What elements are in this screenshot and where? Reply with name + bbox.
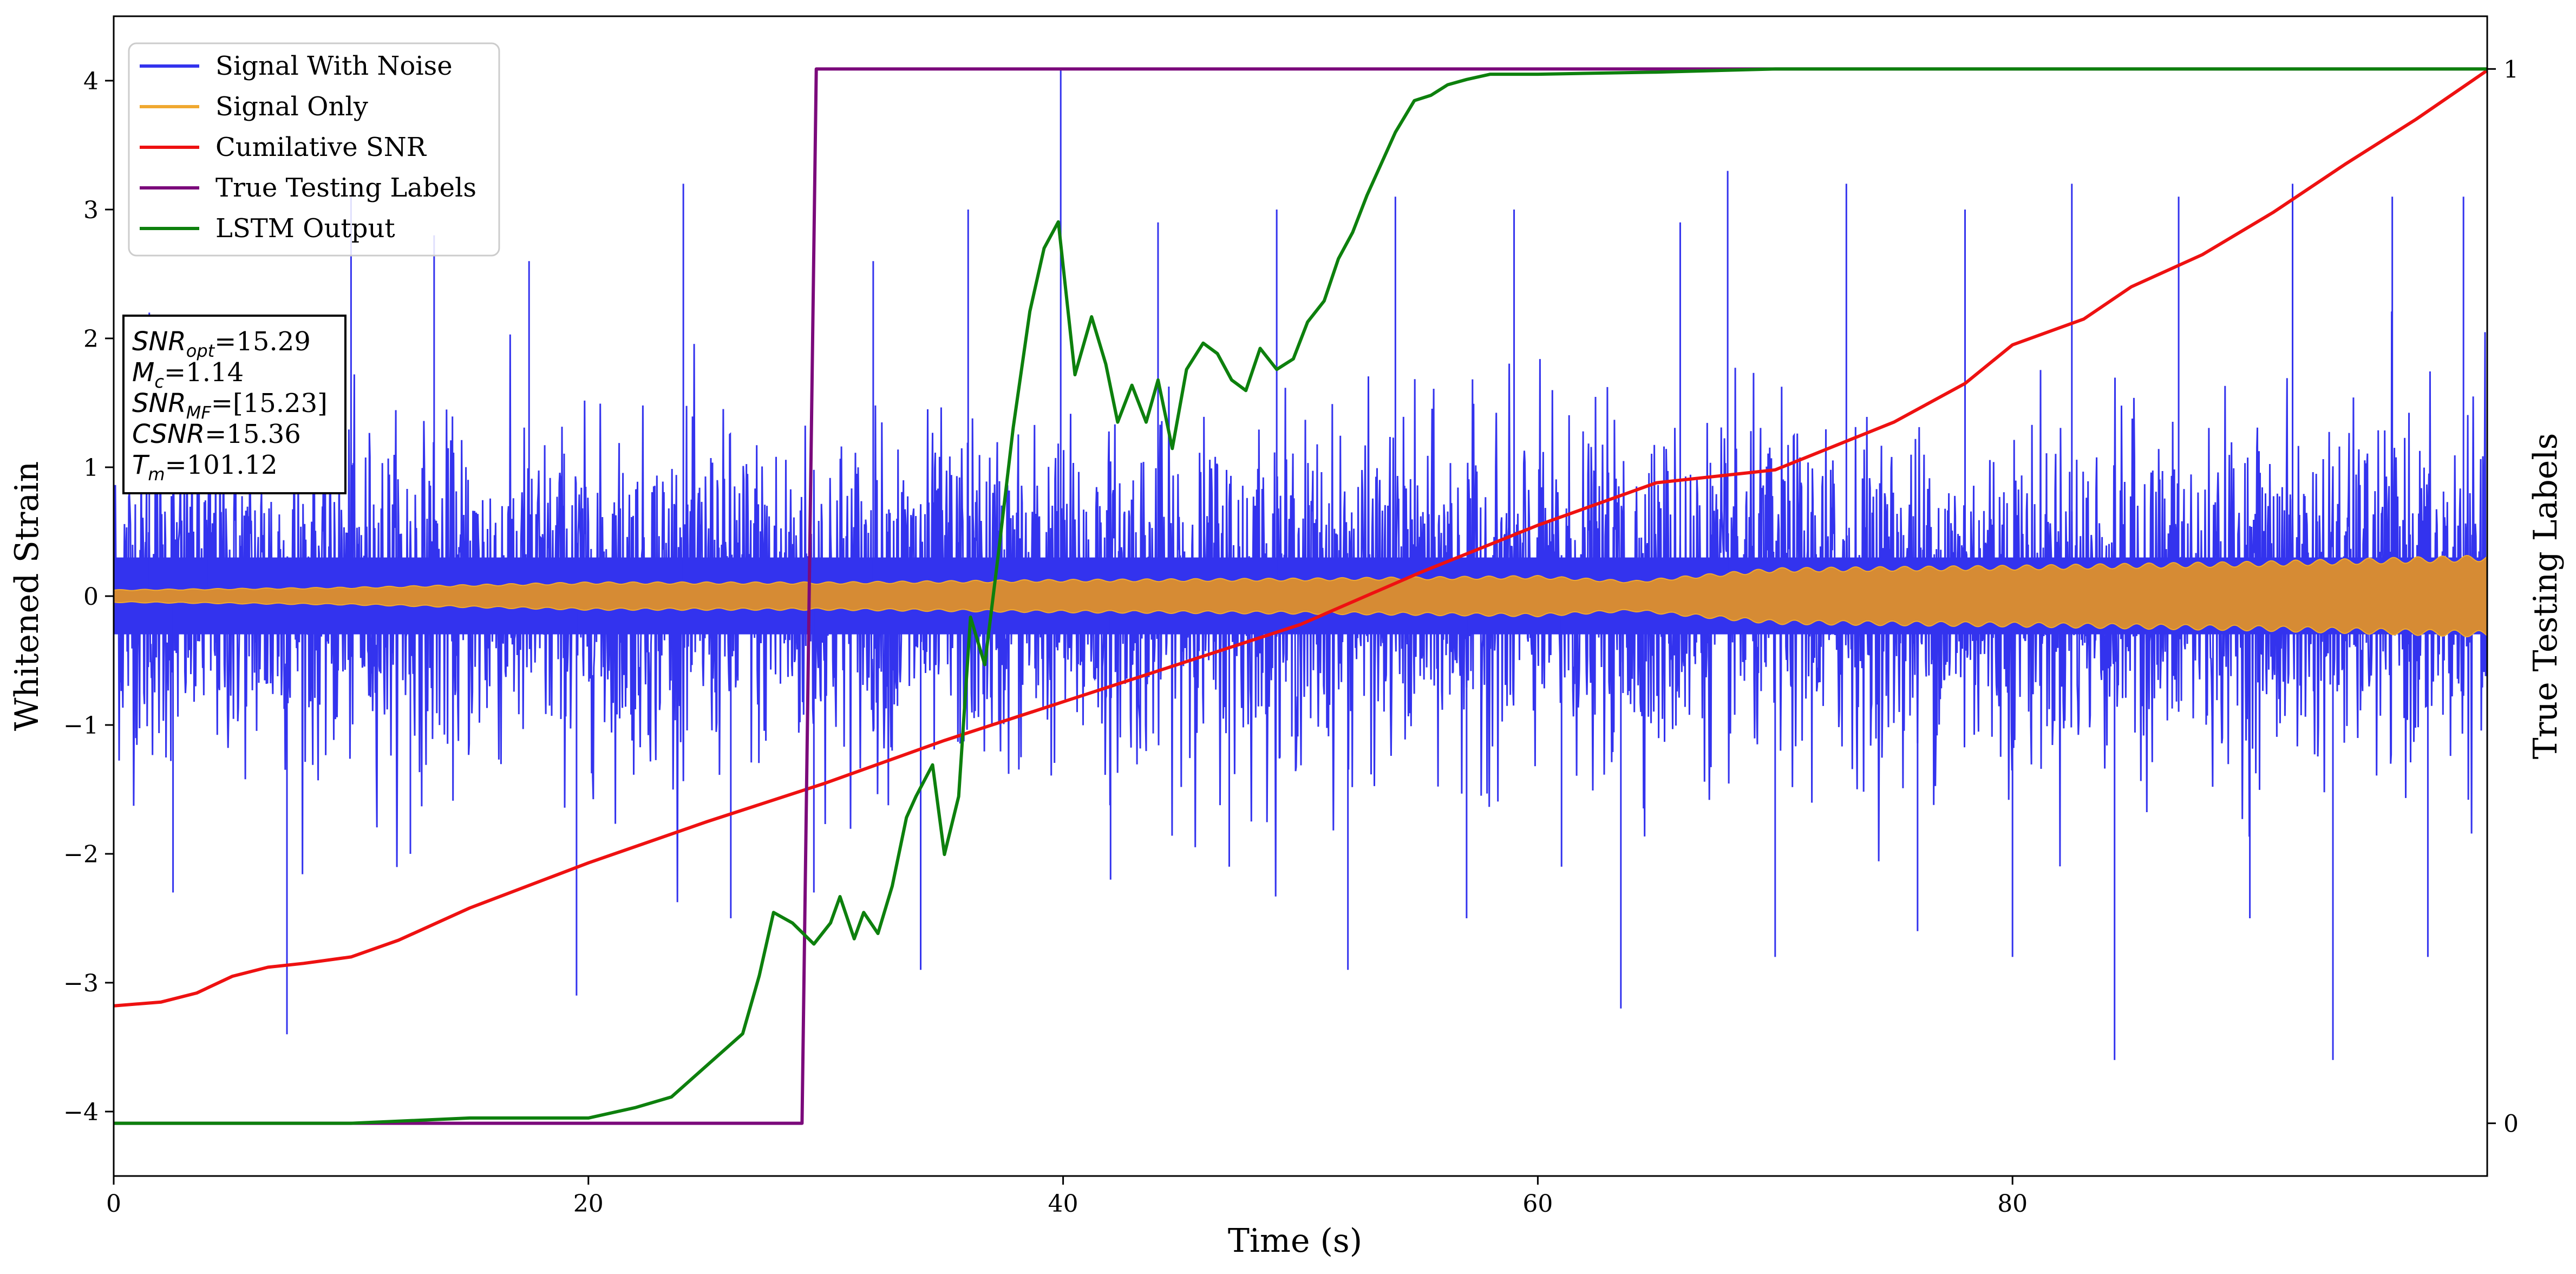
legend-label: Cumilative SNR <box>215 132 427 162</box>
x-axis: 0 20 40 60 80 <box>106 1176 2028 1218</box>
lstm-output-line <box>114 67 2487 1125</box>
y-tick-label: 2 <box>83 325 99 353</box>
y-tick-label: 1 <box>83 454 99 482</box>
legend: Signal With Noise Signal Only Cumilative S… <box>128 42 500 257</box>
info-line: SNRMF=[15.23] <box>132 388 328 423</box>
legend-box <box>128 42 500 257</box>
y-tick-label: −4 <box>63 1099 99 1126</box>
y-axis: −4 −3 −2 −1 0 1 2 3 4 <box>63 68 114 1126</box>
true-testing-labels-series <box>114 67 2487 1125</box>
cumulative-snr-series <box>114 69 2487 1008</box>
y2-axis-label: True Testing Labels <box>2527 433 2565 760</box>
x-tick-label: 0 <box>106 1190 121 1218</box>
x-tick-label: 40 <box>1048 1190 1078 1218</box>
y-tick-label: −1 <box>63 712 99 740</box>
legend-label: Signal Only <box>215 92 368 122</box>
legend-label: LSTM Output <box>215 213 395 244</box>
lstm-output-series <box>114 67 2487 1125</box>
cumulative-snr-line <box>114 69 2487 1008</box>
y2-tick-label: 0 <box>2503 1110 2519 1138</box>
info-line: Tm=101.12 <box>132 450 278 485</box>
x-tick-label: 60 <box>1522 1190 1553 1218</box>
legend-label: True Testing Labels <box>215 173 476 203</box>
true-testing-labels-line <box>114 67 2487 1125</box>
x-axis-label: Time (s) <box>1228 1222 1362 1260</box>
y2-tick-label: 1 <box>2503 56 2519 83</box>
y2-axis: 01 <box>2487 56 2519 1138</box>
y-tick-label: 4 <box>83 68 99 95</box>
y-tick-label: 0 <box>83 583 99 611</box>
info-line: CSNR=15.36 <box>132 419 301 449</box>
plot-area <box>114 67 2487 1125</box>
y-tick-label: 3 <box>83 197 99 224</box>
signal-only-series <box>114 554 2487 638</box>
y-tick-label: −3 <box>63 970 99 997</box>
info-line: Mc=1.14 <box>132 357 244 392</box>
info-box: SNRopt=15.29Mc=1.14SNRMF=[15.23]CSNR=15.… <box>122 315 346 494</box>
signal-only-band <box>114 554 2487 638</box>
legend-label: Signal With Noise <box>215 51 453 81</box>
x-tick-label: 80 <box>1997 1190 2028 1218</box>
y-tick-label: −2 <box>63 841 99 868</box>
x-tick-label: 20 <box>573 1190 604 1218</box>
y-axis-label: Whitened Strain <box>8 461 46 731</box>
info-line: SNRopt=15.29 <box>132 326 311 361</box>
info-box-frame <box>122 315 346 494</box>
